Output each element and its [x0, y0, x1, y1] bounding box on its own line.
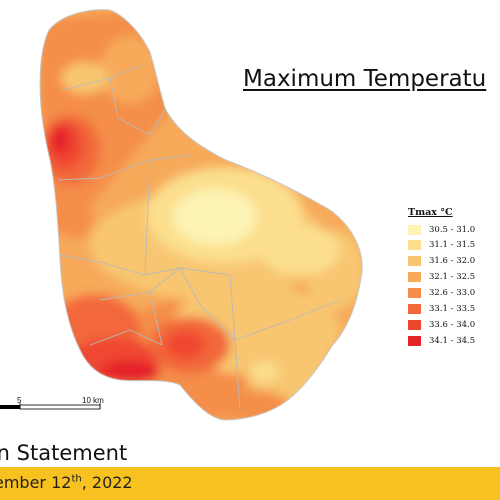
- legend-row: 33.6 - 34.0: [408, 318, 500, 331]
- date-suffix: , 2022: [81, 473, 133, 492]
- legend-swatch: [408, 335, 421, 346]
- legend-label: 32.1 - 32.5: [429, 272, 476, 283]
- legend-row: 33.1 - 33.5: [408, 302, 500, 315]
- issue-date: ember 12th, 2022: [0, 473, 133, 492]
- legend-row: 32.1 - 32.5: [408, 271, 500, 284]
- legend-title: Tmax °C: [408, 207, 453, 218]
- scale-bar: [0, 403, 101, 410]
- legend-swatch: [408, 303, 421, 314]
- legend-label: 33.6 - 34.0: [429, 319, 476, 330]
- legend-label: 33.1 - 33.5: [429, 303, 476, 314]
- legend-swatch: [408, 240, 421, 251]
- legend-row: 31.1 - 31.5: [408, 239, 500, 252]
- legend-label: 30.5 - 31.0: [429, 224, 476, 235]
- map-title: Maximum Temperatu: [243, 66, 487, 92]
- scale-label-mid: 5: [17, 396, 22, 405]
- legend-label: 31.1 - 31.5: [429, 240, 476, 251]
- date-band: ember 12th, 2022: [0, 467, 500, 500]
- legend-label: 31.6 - 32.0: [429, 256, 476, 267]
- date-prefix: ember 12: [0, 473, 72, 492]
- legend-swatch: [408, 288, 421, 299]
- statement-heading: ion Statement: [0, 441, 500, 465]
- island-outline: [39, 9, 363, 421]
- scale-label-end: 10 km: [82, 396, 104, 405]
- legend-swatch: [408, 272, 421, 283]
- statement-text: ion Statement: [0, 441, 128, 465]
- legend-swatch: [408, 224, 421, 235]
- legend-row: 31.6 - 32.0: [408, 255, 500, 268]
- legend: Tmax °C 30.5 - 31.0 31.1 - 31.5 31.6 - 3…: [408, 207, 500, 350]
- legend-label: 34.1 - 34.5: [429, 335, 476, 346]
- date-ordinal: th: [71, 473, 82, 485]
- legend-label: 32.6 - 33.0: [429, 288, 476, 299]
- temperature-surface: [40, 9, 363, 421]
- parish-boundaries: [57, 64, 341, 411]
- legend-row: 34.1 - 34.5: [408, 334, 500, 347]
- legend-swatch: [408, 319, 421, 330]
- legend-row: 32.6 - 33.0: [408, 287, 500, 300]
- legend-swatch: [408, 256, 421, 267]
- legend-row: 30.5 - 31.0: [408, 223, 500, 236]
